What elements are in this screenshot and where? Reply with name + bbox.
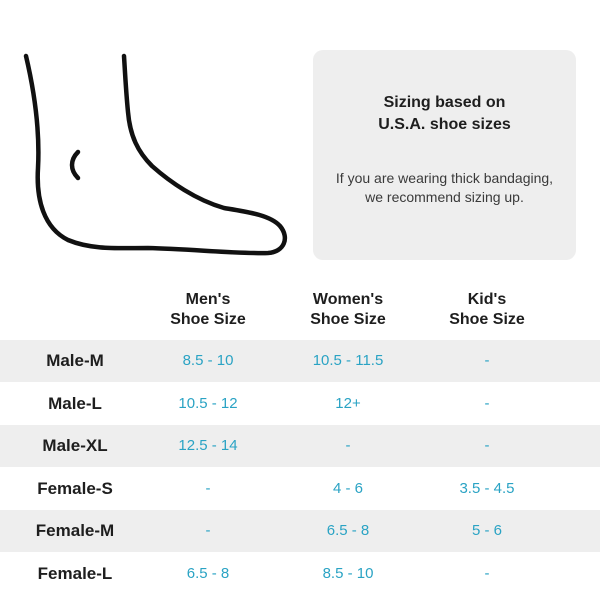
- column-header-womens-line2: Shoe Size: [310, 311, 386, 328]
- kids-size-cell: 5 - 6: [471, 522, 502, 539]
- sizing-info-title-line1: Sizing based on: [383, 94, 506, 111]
- mens-size-cell: -: [205, 480, 211, 497]
- column-header-mens-line2: Shoe Size: [170, 311, 246, 328]
- kids-size-cell: 3.5 - 4.5: [459, 480, 515, 497]
- womens-size-cell: 4 - 6: [332, 480, 363, 497]
- kids-size-cell: -: [484, 395, 490, 412]
- kids-size-cell: -: [484, 565, 490, 582]
- sizing-info-title-line2: U.S.A. shoe sizes: [378, 116, 511, 133]
- mens-size-cell: 6.5 - 8: [186, 565, 230, 582]
- mens-size-cell: 12.5 - 14: [178, 437, 238, 454]
- column-header-kids: Kid's Shoe Size: [417, 290, 557, 330]
- table-row: Female-L 6.5 - 8 8.5 - 10 -: [0, 553, 600, 595]
- row-label: Male-L: [48, 394, 102, 413]
- womens-size-cell: 8.5 - 10: [322, 565, 374, 582]
- womens-size-cell: 10.5 - 11.5: [312, 352, 384, 369]
- column-header-kids-line1: Kid's: [467, 291, 507, 308]
- mens-size-cell: -: [205, 522, 211, 539]
- table-row: Male-L 10.5 - 12 12+ -: [0, 383, 600, 425]
- row-label: Female-L: [37, 564, 113, 583]
- column-header-mens: Men's Shoe Size: [138, 290, 278, 330]
- row-label: Male-M: [46, 351, 104, 370]
- table-row: Male-M 8.5 - 10 10.5 - 11.5 -: [0, 340, 600, 382]
- table-row: Female-M - 6.5 - 8 5 - 6: [0, 510, 600, 552]
- column-header-womens-line1: Women's: [312, 291, 384, 308]
- womens-size-cell: -: [345, 437, 351, 454]
- row-label: Female-M: [35, 521, 115, 540]
- sizing-info-card: Sizing based on U.S.A. shoe sizes If you…: [313, 50, 576, 260]
- foot-outline-icon: [23, 53, 288, 256]
- mens-size-cell: 8.5 - 10: [182, 352, 234, 369]
- row-label: Male-XL: [42, 436, 108, 455]
- womens-size-cell: 12+: [335, 395, 361, 412]
- column-header-kids-line2: Shoe Size: [449, 311, 525, 328]
- mens-size-cell: 10.5 - 12: [178, 395, 238, 412]
- womens-size-cell: 6.5 - 8: [326, 522, 370, 539]
- sizing-info-title: Sizing based on U.S.A. shoe sizes: [313, 92, 576, 136]
- row-label: Female-S: [37, 479, 113, 498]
- table-row: Female-S - 4 - 6 3.5 - 4.5: [0, 468, 600, 510]
- table-row: Male-XL 12.5 - 14 - -: [0, 425, 600, 467]
- kids-size-cell: -: [484, 352, 490, 369]
- sizing-info-note: If you are wearing thick bandaging, we r…: [335, 170, 554, 205]
- column-header-mens-line1: Men's: [185, 291, 231, 308]
- column-header-womens: Women's Shoe Size: [278, 290, 418, 330]
- kids-size-cell: -: [484, 437, 490, 454]
